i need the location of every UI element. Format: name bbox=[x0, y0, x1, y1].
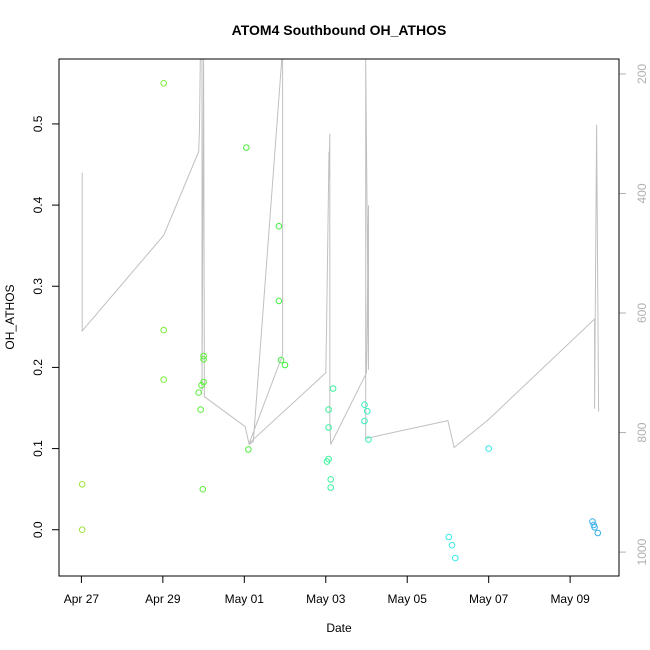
plot-frame bbox=[58, 58, 620, 577]
data-point bbox=[325, 455, 332, 463]
data-point bbox=[197, 406, 204, 413]
data-point bbox=[275, 222, 283, 230]
data-point bbox=[160, 376, 167, 383]
y2-tick-label: 400 bbox=[635, 183, 649, 203]
y-tick-label: 0.2 bbox=[31, 359, 45, 376]
data-point bbox=[452, 554, 459, 562]
data-point bbox=[485, 445, 493, 452]
data-point bbox=[589, 518, 596, 525]
data-point bbox=[281, 361, 289, 369]
data-point bbox=[200, 352, 207, 360]
axes-layer: Apr 27 Apr 29 May 01 May 03 May 05 May 07 May … bbox=[31, 64, 649, 606]
data-point bbox=[327, 484, 335, 491]
data-point bbox=[277, 356, 285, 364]
y-tick-label: 0.5 bbox=[31, 115, 45, 132]
x-tick-label: May 09 bbox=[550, 592, 590, 606]
altitude-line bbox=[81, 58, 600, 449]
data-point bbox=[199, 485, 207, 493]
x-tick-label: Apr 29 bbox=[145, 592, 181, 606]
data-point bbox=[195, 389, 202, 396]
data-point bbox=[200, 378, 207, 386]
data-point bbox=[160, 80, 167, 87]
data-point bbox=[594, 529, 602, 537]
data-point bbox=[591, 524, 598, 531]
data-point bbox=[445, 533, 453, 541]
altitude-line-layer bbox=[81, 58, 600, 449]
y-tick-label: 0.0 bbox=[31, 521, 45, 538]
y-tick-label: 0.3 bbox=[31, 278, 45, 295]
y2-tick-label: 600 bbox=[635, 303, 649, 323]
chart-title: ATOM4 Southbound OH_ATHOS bbox=[232, 22, 447, 38]
data-point bbox=[245, 446, 252, 453]
x-tick-label: May 03 bbox=[306, 592, 346, 606]
data-point bbox=[325, 424, 332, 431]
x-tick-label: May 07 bbox=[469, 592, 509, 606]
data-point bbox=[78, 526, 86, 534]
data-point bbox=[327, 476, 335, 483]
data-point bbox=[78, 481, 86, 488]
data-point bbox=[275, 297, 283, 305]
data-point bbox=[361, 417, 368, 425]
x-tick-label: May 01 bbox=[225, 592, 265, 606]
x-tick-label: Apr 27 bbox=[64, 592, 100, 606]
data-point bbox=[160, 326, 167, 334]
y-tick-label: 0.1 bbox=[31, 440, 45, 457]
data-point bbox=[329, 385, 337, 392]
data-points-layer bbox=[78, 80, 602, 562]
data-point bbox=[200, 356, 207, 363]
data-point bbox=[325, 406, 332, 413]
x-axis-label: Date bbox=[326, 621, 352, 635]
x-tick-label: May 05 bbox=[388, 592, 428, 606]
data-point bbox=[448, 541, 456, 549]
data-point bbox=[198, 382, 205, 389]
data-point bbox=[364, 407, 371, 415]
y-axis-label: OH_ATHOS bbox=[3, 284, 17, 349]
y2-tick-label: 800 bbox=[635, 422, 649, 442]
y2-tick-label: 200 bbox=[635, 64, 649, 84]
data-point bbox=[243, 144, 250, 151]
data-point bbox=[361, 401, 368, 409]
y-tick-label: 0.4 bbox=[31, 196, 45, 213]
data-point bbox=[365, 436, 372, 443]
y2-tick-label: 1000 bbox=[635, 538, 649, 565]
